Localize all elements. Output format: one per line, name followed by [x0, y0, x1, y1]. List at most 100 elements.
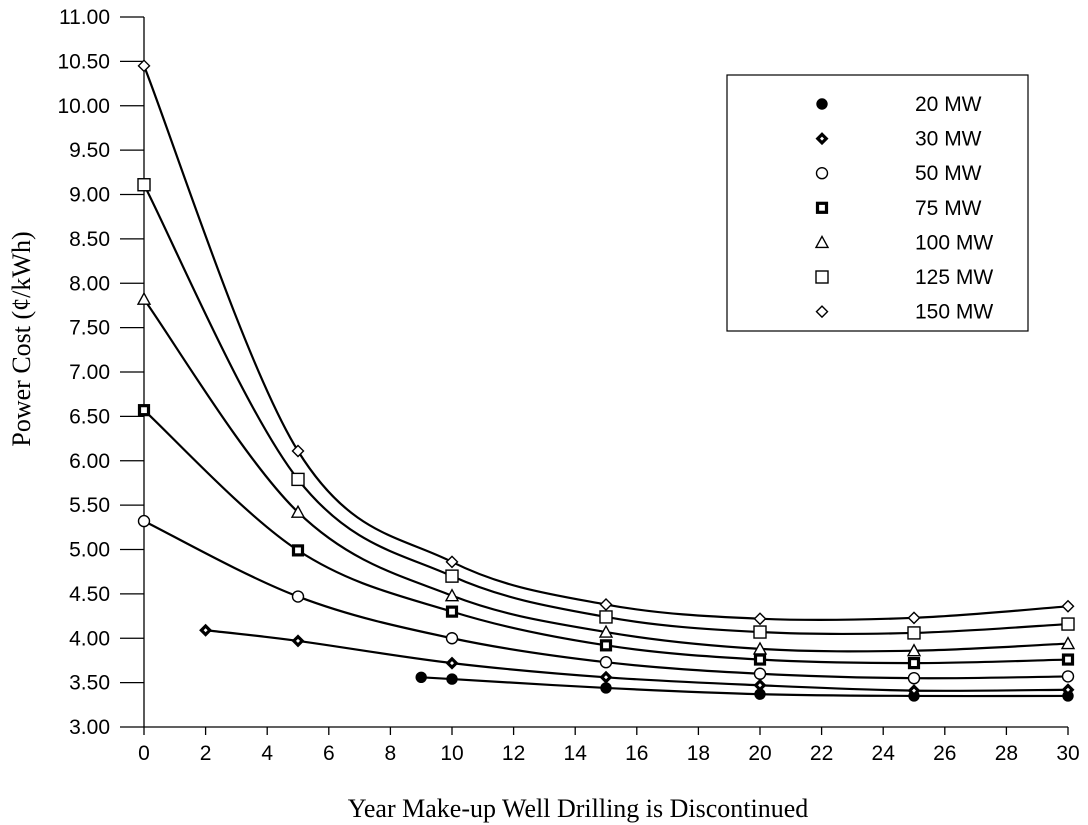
- marker-125-mw: [445, 569, 459, 583]
- x-tick-label: 2: [200, 742, 212, 765]
- x-tick-label: 22: [810, 742, 833, 765]
- legend-label-100-mw: 100 MW: [915, 231, 993, 254]
- y-tick-label: 9.50: [69, 139, 110, 162]
- legend-marker-125-mw: [815, 270, 829, 284]
- x-tick-label: 28: [995, 742, 1018, 765]
- marker-20-mw: [415, 671, 427, 683]
- x-tick-label: 10: [440, 742, 463, 765]
- marker-75-mw: [137, 404, 151, 417]
- legend-label-125-mw: 125 MW: [915, 266, 993, 289]
- x-tick-label: 14: [564, 742, 588, 765]
- marker-100-mw: [136, 291, 152, 305]
- y-tick-label: 10.50: [57, 50, 110, 73]
- marker-30-mw-center: [296, 638, 300, 643]
- marker-50-mw: [753, 667, 767, 680]
- marker-50-mw: [445, 632, 459, 645]
- marker-30-mw-center: [604, 675, 608, 680]
- x-tick-label: 4: [261, 742, 273, 765]
- marker-125-mw: [291, 472, 305, 487]
- y-tick-label: 7.00: [69, 361, 110, 384]
- y-tick-label: 4.50: [69, 583, 110, 606]
- y-tick-label: 5.50: [69, 494, 110, 517]
- series-markers: [136, 59, 1076, 702]
- y-tick-label: 3.00: [69, 716, 110, 739]
- y-tick-label: 6.50: [69, 405, 110, 428]
- marker-75-mw: [291, 544, 305, 557]
- x-tick-label: 8: [385, 742, 397, 765]
- marker-100-mw: [1060, 636, 1076, 650]
- marker-30-mw-center: [912, 688, 916, 693]
- marker-100-mw: [598, 624, 614, 638]
- y-tick-label: 6.00: [69, 450, 110, 473]
- x-axis-title: Year Make-up Well Drilling is Discontinu…: [348, 794, 809, 823]
- marker-150-mw: [291, 444, 305, 458]
- marker-75-mw: [753, 653, 767, 666]
- x-tick-label: 26: [933, 742, 956, 765]
- marker-100-mw: [444, 588, 460, 602]
- x-tick-label: 16: [625, 742, 648, 765]
- y-tick-label: 3.50: [69, 672, 110, 695]
- legend-label-75-mw: 75 MW: [915, 197, 982, 220]
- marker-75-mw: [1061, 653, 1075, 666]
- x-tick-label: 30: [1056, 742, 1079, 765]
- y-tick-label: 5.00: [69, 539, 110, 562]
- marker-150-mw: [137, 59, 151, 73]
- legend-label-30-mw: 30 MW: [915, 128, 982, 151]
- marker-100-mw: [752, 641, 768, 655]
- marker-125-mw: [907, 626, 921, 640]
- marker-20-mw: [600, 682, 612, 694]
- marker-30-mw-center: [203, 628, 208, 633]
- marker-125-mw: [1061, 617, 1075, 631]
- x-tick-label: 6: [323, 742, 335, 765]
- marker-50-mw: [907, 671, 921, 685]
- legend-box: [726, 74, 1029, 332]
- marker-30-mw-center: [1066, 687, 1070, 692]
- marker-50-mw: [599, 656, 613, 669]
- y-axis-title: Power Cost (¢/kWh): [7, 231, 36, 446]
- marker-50-mw: [1061, 670, 1075, 683]
- marker-125-mw: [137, 178, 151, 192]
- marker-75-mw: [907, 656, 921, 670]
- marker-50-mw: [137, 514, 151, 528]
- y-tick-label: 11.00: [59, 6, 110, 29]
- y-tick-label: 8.50: [69, 228, 110, 251]
- y-tick-label: 8.00: [69, 272, 110, 295]
- marker-50-mw: [291, 590, 305, 603]
- marker-150-mw: [753, 612, 767, 626]
- marker-30-mw-center: [758, 683, 762, 688]
- legend: 20 MW 30 MW 50 MW 75 MW 100 MW 125 MW 150 MW: [726, 74, 1029, 332]
- marker-100-mw: [906, 643, 922, 657]
- legend-label-150-mw: 150 MW: [915, 301, 993, 324]
- series-line-20-mw: [421, 676, 1069, 698]
- series-line-150-mw: [142, 65, 1069, 622]
- x-tick-label: 12: [502, 742, 525, 765]
- marker-125-mw: [753, 625, 767, 639]
- y-tick-label: 10.00: [57, 95, 110, 118]
- marker-150-mw: [1061, 599, 1075, 613]
- x-tick-label: 0: [138, 742, 150, 765]
- legend-marker-20-mw: [816, 98, 828, 110]
- legend-marker-30-mw-center: [820, 136, 824, 141]
- y-tick-label: 7.50: [69, 317, 110, 340]
- axes: [120, 16, 1069, 735]
- legend-marker-75-mw: [815, 201, 829, 214]
- marker-150-mw: [445, 555, 459, 569]
- legend-marker-50-mw: [815, 166, 829, 180]
- y-tick-label: 4.00: [69, 627, 110, 650]
- marker-150-mw: [907, 611, 921, 625]
- marker-100-mw: [290, 504, 306, 518]
- series-line-30-mw: [205, 629, 1069, 692]
- x-tick-label: 18: [687, 742, 710, 765]
- legend-marker-100-mw: [814, 234, 830, 249]
- y-tick-label: 9.00: [69, 184, 110, 207]
- legend-marker-150-mw: [815, 305, 829, 319]
- x-tick-label: 24: [872, 742, 896, 765]
- x-tick-label: 20: [748, 742, 771, 765]
- tick-labels: 3.00 3.50 4.00 4.50 5.00 5.50 6.00 6.50 7.00 7.50…: [57, 6, 1079, 765]
- marker-150-mw: [599, 598, 613, 612]
- marker-75-mw: [599, 639, 613, 652]
- marker-75-mw: [445, 605, 459, 618]
- marker-30-mw-center: [450, 661, 454, 666]
- legend-label-50-mw: 50 MW: [915, 162, 982, 185]
